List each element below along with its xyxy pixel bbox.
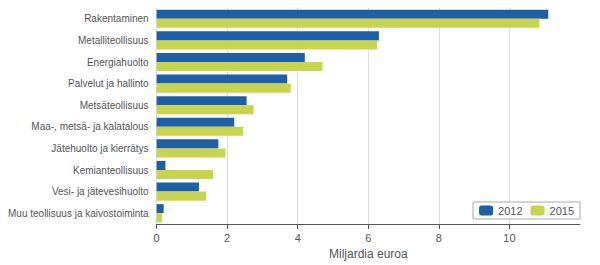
svg-text:Jätehuolto ja kierrätys: Jätehuolto ja kierrätys xyxy=(51,143,148,154)
svg-text:Palvelut ja hallinto: Palvelut ja hallinto xyxy=(68,78,149,89)
svg-text:10: 10 xyxy=(503,232,515,244)
svg-text:6: 6 xyxy=(365,232,371,244)
svg-text:0: 0 xyxy=(154,232,160,244)
svg-text:Kemianteollisuus: Kemianteollisuus xyxy=(73,165,149,176)
svg-text:2: 2 xyxy=(224,232,230,244)
svg-text:Rakentaminen: Rakentaminen xyxy=(84,13,148,24)
svg-text:2012: 2012 xyxy=(498,205,522,217)
svg-text:Maa-, metsä- ja kalatalous: Maa-, metsä- ja kalatalous xyxy=(31,121,148,132)
svg-text:2015: 2015 xyxy=(550,205,574,217)
svg-text:8: 8 xyxy=(436,232,442,244)
svg-text:Muu teollisuus ja kaivostoimin: Muu teollisuus ja kaivostoiminta xyxy=(8,208,149,219)
svg-text:Vesi- ja jätevesihuolto: Vesi- ja jätevesihuolto xyxy=(52,186,149,197)
svg-text:Metalliteollisuus: Metalliteollisuus xyxy=(78,35,149,46)
svg-text:Miljardia euroa: Miljardia euroa xyxy=(329,247,408,261)
svg-text:Energiahuolto: Energiahuolto xyxy=(87,57,149,68)
svg-text:4: 4 xyxy=(295,232,301,244)
svg-text:Metsäteollisuus: Metsäteollisuus xyxy=(80,100,149,111)
